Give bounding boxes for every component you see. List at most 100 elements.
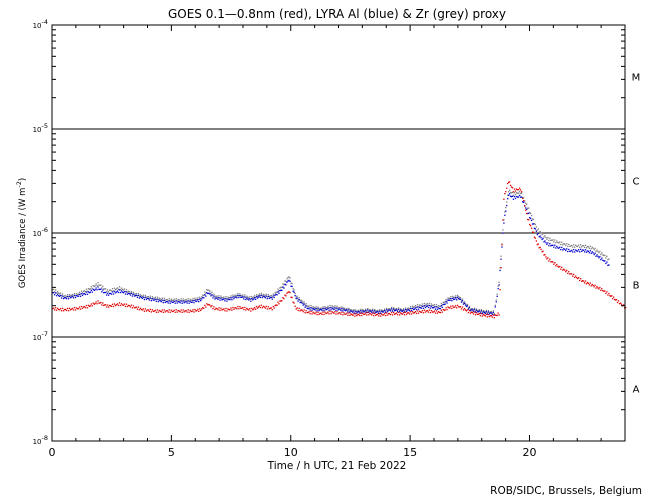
- series-point: [523, 197, 525, 199]
- series-point: [133, 295, 136, 297]
- series-point: [125, 291, 128, 293]
- series-point: [55, 292, 58, 294]
- series-point: [303, 309, 305, 311]
- series-point: [526, 203, 528, 205]
- series-point: [610, 295, 612, 297]
- series-point: [213, 295, 215, 297]
- series-point: [519, 189, 522, 191]
- y-tick-label-exponent: -8: [42, 434, 48, 442]
- series-point: [408, 308, 411, 310]
- series-point: [124, 293, 127, 295]
- series-point: [416, 306, 419, 308]
- series-point: [124, 305, 127, 308]
- series-point: [143, 298, 146, 301]
- series-point: [569, 250, 571, 253]
- series-point: [294, 305, 296, 307]
- series-point: [502, 219, 504, 221]
- series-point: [201, 296, 203, 298]
- series-point: [204, 291, 206, 293]
- series-point: [136, 308, 139, 310]
- series-point: [109, 304, 112, 307]
- series-point: [253, 306, 256, 309]
- series-point: [593, 249, 595, 251]
- series-point: [532, 223, 535, 225]
- series-point: [102, 289, 104, 291]
- series-point: [363, 309, 365, 312]
- series-point: [344, 309, 346, 312]
- series-point: [459, 306, 462, 308]
- series-point: [144, 296, 147, 298]
- series-point: [427, 304, 430, 306]
- series-point: [500, 255, 502, 257]
- series-point: [420, 311, 423, 313]
- series-point: [214, 296, 216, 298]
- series-point: [306, 305, 308, 307]
- series-point: [483, 314, 486, 316]
- series-point: [116, 290, 119, 292]
- series-point: [395, 313, 397, 315]
- series-point: [467, 308, 470, 310]
- series-point: [244, 294, 246, 296]
- series-point: [517, 196, 520, 198]
- series-point: [494, 306, 496, 308]
- series-point: [300, 301, 302, 303]
- series-point: [315, 307, 317, 310]
- series-point: [522, 197, 524, 200]
- y-tick-label-exponent: -7: [42, 330, 48, 338]
- series-point: [305, 303, 307, 305]
- series-point: [295, 308, 297, 310]
- series-point: [279, 287, 281, 289]
- series-point: [167, 302, 169, 304]
- series-point: [262, 305, 264, 308]
- series-point: [170, 300, 172, 302]
- series-point: [223, 296, 225, 298]
- series-point: [205, 292, 207, 294]
- series-point: [356, 312, 358, 314]
- series-point: [493, 316, 495, 319]
- series-point: [193, 300, 195, 302]
- series-point: [440, 305, 442, 307]
- series-point: [426, 310, 429, 312]
- series-point: [572, 275, 574, 277]
- series-point: [260, 304, 263, 306]
- series-point: [515, 192, 518, 194]
- series-point: [163, 297, 165, 300]
- series-point: [601, 252, 603, 254]
- series-point: [139, 294, 142, 296]
- series-point: [77, 293, 80, 295]
- series-point: [534, 228, 537, 230]
- series-point: [114, 288, 117, 291]
- series-point: [296, 297, 298, 299]
- series-point: [179, 300, 181, 302]
- series-point: [119, 291, 122, 294]
- series-point: [611, 295, 613, 297]
- series-point: [71, 293, 74, 296]
- series-point: [555, 265, 557, 267]
- series-point: [203, 297, 205, 299]
- series-point: [275, 291, 277, 293]
- series-point: [514, 190, 517, 192]
- series-point: [543, 236, 545, 238]
- series-point: [161, 299, 163, 301]
- series-point: [198, 310, 200, 312]
- series-point: [588, 284, 591, 286]
- series-point: [57, 295, 60, 297]
- series-point: [216, 297, 218, 299]
- series-point: [85, 288, 88, 290]
- series-point: [308, 311, 310, 313]
- series-point: [396, 309, 398, 311]
- series-point: [141, 297, 144, 299]
- series-point: [428, 309, 431, 311]
- series-point: [600, 289, 602, 291]
- series-point: [309, 309, 311, 311]
- series-point: [127, 290, 130, 292]
- series-point: [192, 297, 194, 300]
- series-point: [155, 300, 157, 302]
- series-point: [197, 297, 199, 299]
- series-point: [59, 294, 62, 297]
- series-point: [340, 313, 342, 315]
- series-point: [106, 289, 109, 291]
- series-point: [383, 310, 385, 312]
- series-point: [182, 300, 184, 302]
- x-axis: 0 5 10 15 20: [49, 25, 626, 459]
